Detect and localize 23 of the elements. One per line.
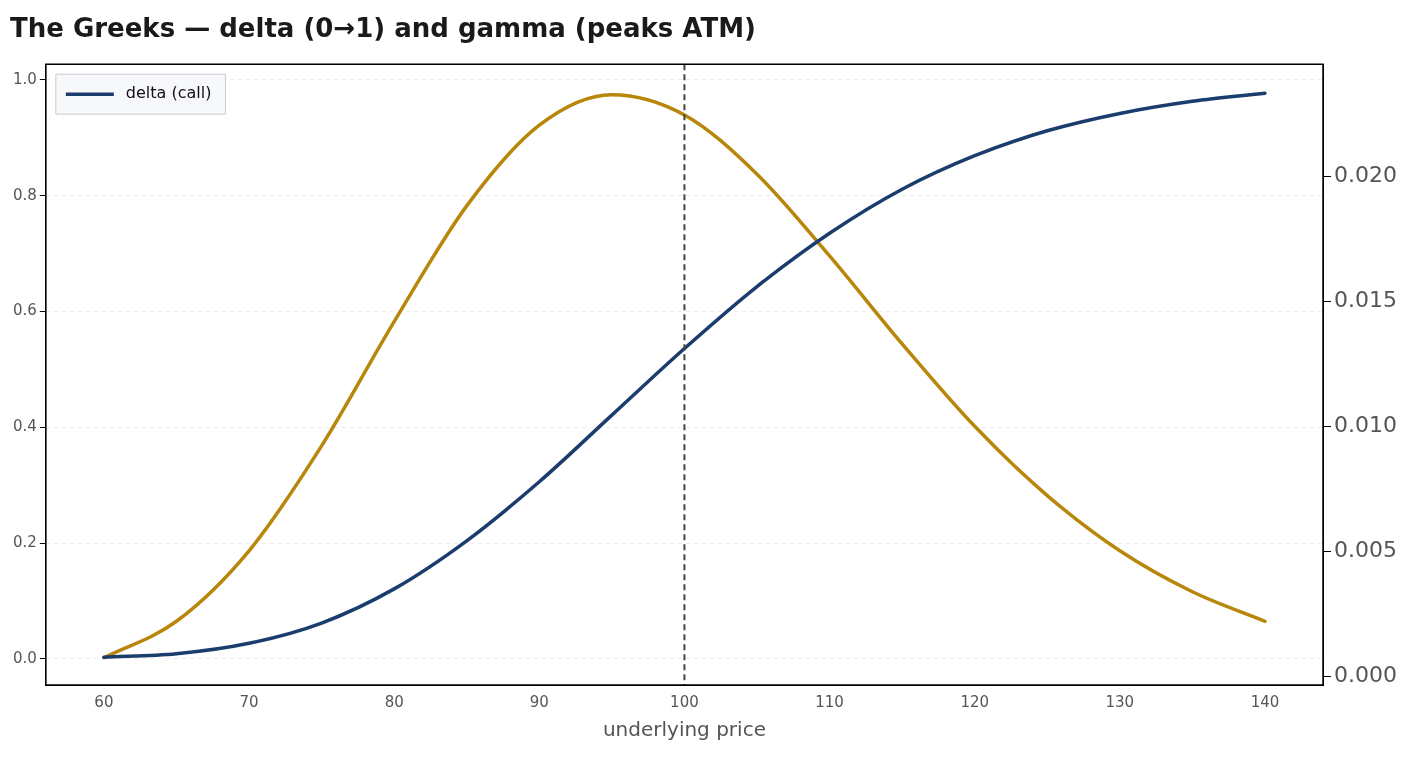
x-tick-label: 120 <box>960 692 990 711</box>
x-tick-label: 80 <box>384 692 404 711</box>
y2-tick-label: 0.005 <box>1334 537 1397 563</box>
y2-tick-label: 0.020 <box>1334 162 1397 188</box>
y-tick-label: 0.4 <box>13 417 37 436</box>
x-tick-label: 60 <box>94 692 114 711</box>
chart-title: The Greeks — delta (0→1) and gamma (peaks ATM) <box>10 13 756 44</box>
x-tick-label: 110 <box>815 692 844 711</box>
y2-tick-label: 0.000 <box>1334 662 1397 688</box>
x-tick-label: 70 <box>239 692 259 711</box>
y-tick-label: 0.0 <box>13 648 37 667</box>
y-tick-label: 0.6 <box>13 301 37 320</box>
x-tick-label: 130 <box>1105 692 1135 711</box>
y2-tick-label: 0.015 <box>1334 287 1397 313</box>
y-tick-label: 1.0 <box>13 69 37 88</box>
x-tick-label: 90 <box>529 692 549 711</box>
y2-tick-label: 0.010 <box>1334 412 1397 438</box>
x-tick-label: 100 <box>670 692 699 711</box>
legend-label: delta (call) <box>125 83 212 103</box>
x-axis-title: underlying price <box>602 717 766 742</box>
x-tick-label: 140 <box>1250 692 1280 711</box>
y-tick-label: 0.8 <box>13 185 37 204</box>
y-tick-label: 0.2 <box>13 533 37 552</box>
